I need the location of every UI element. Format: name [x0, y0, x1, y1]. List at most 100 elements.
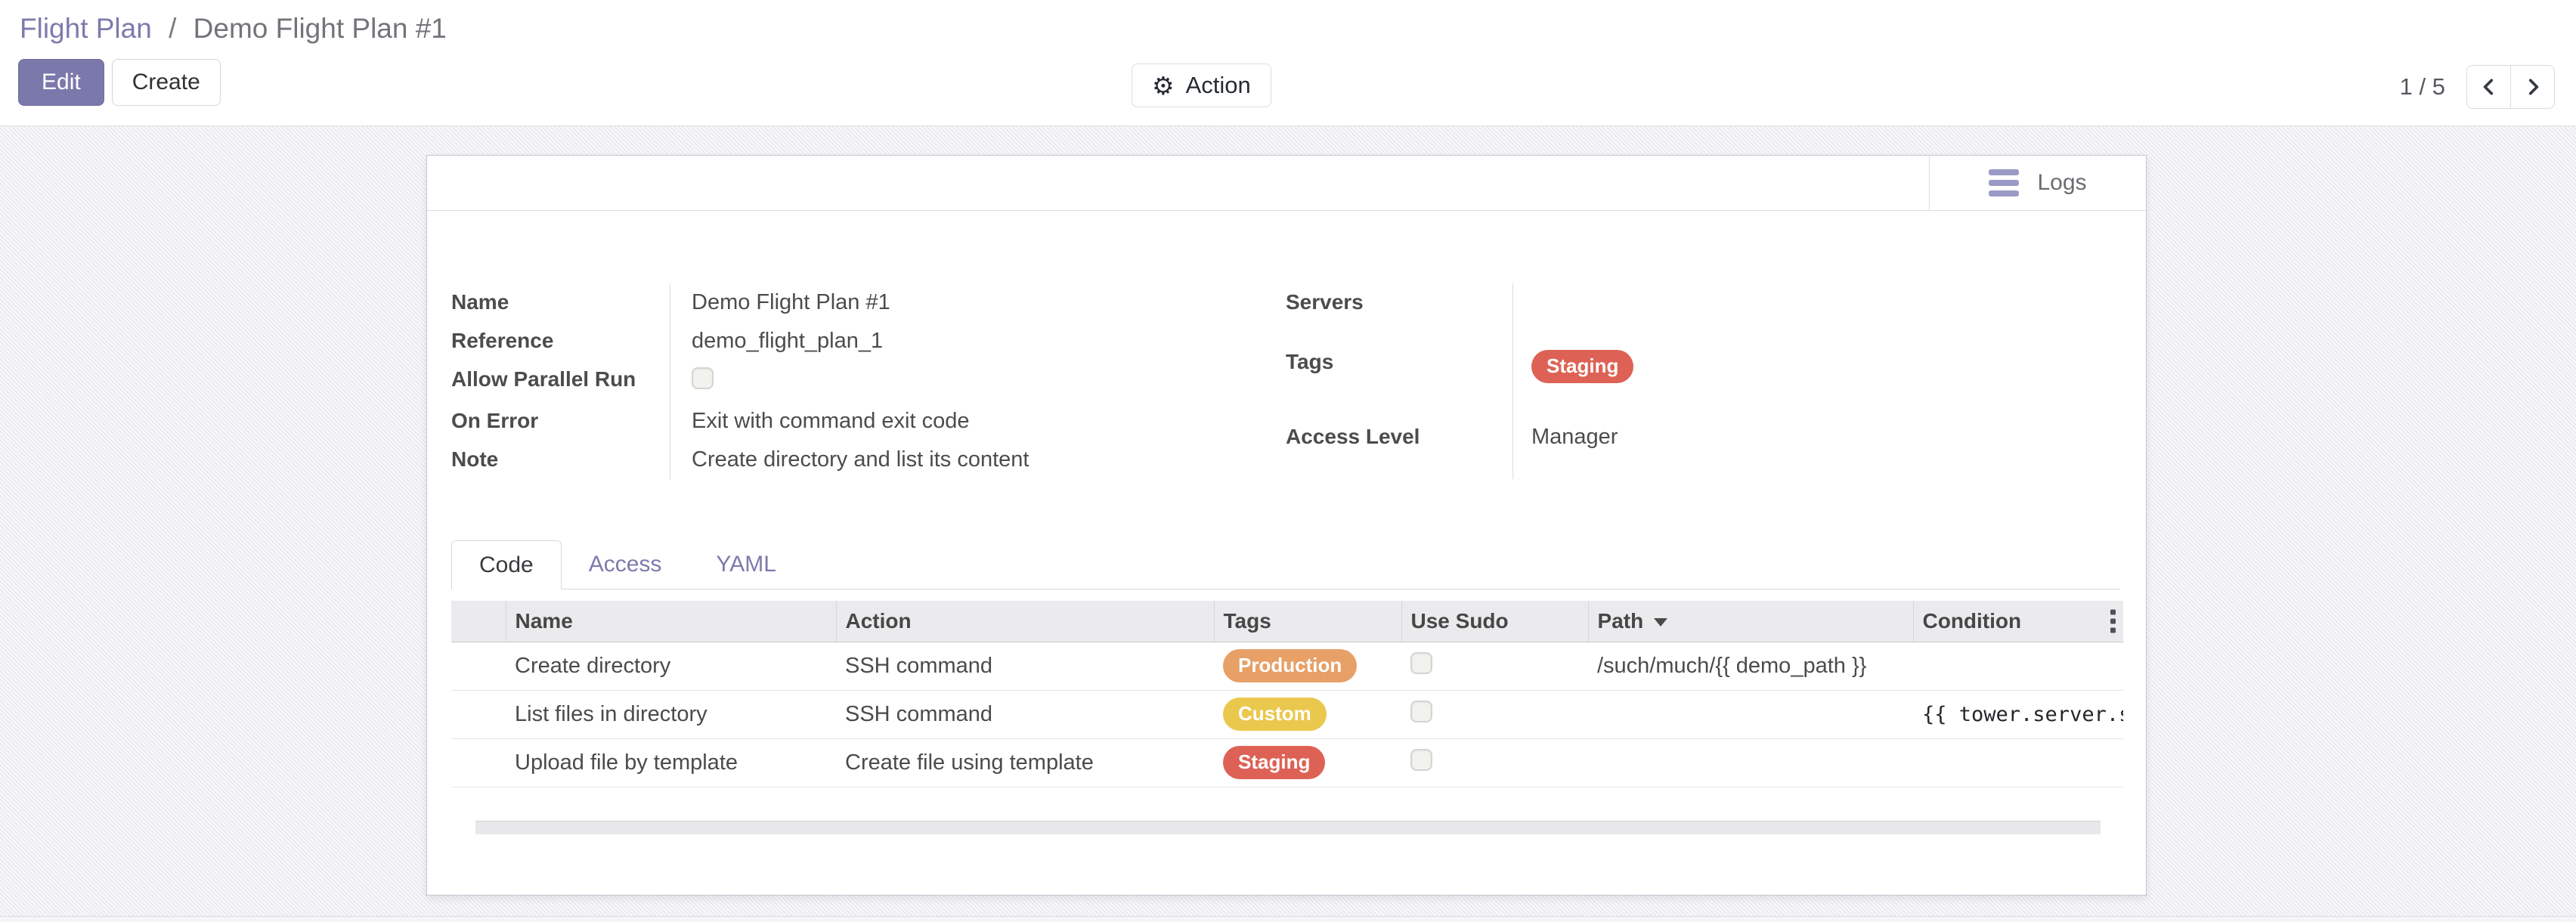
column-header-handle [451, 601, 506, 642]
steps-table: Name Action Tags Use Sudo Path Condition [451, 601, 2123, 834]
field-label-servers: Servers [1286, 290, 1364, 314]
field-label-reference: Reference [451, 329, 554, 352]
cell-condition [1913, 642, 2123, 691]
form-right-column: Servers Tags Staging Access Level Manage… [1286, 283, 2120, 479]
cell-name: Create directory [506, 642, 836, 691]
pager-value[interactable]: 1 / 5 [2399, 73, 2445, 100]
chevron-right-icon [2523, 77, 2543, 97]
field-label-allow-parallel-run: Allow Parallel Run [451, 367, 636, 391]
control-panel-buttons: Edit Create [18, 59, 221, 106]
form-sheet: Logs Name Demo Flight Plan #1 Reference … [426, 155, 2147, 896]
logs-button-label: Logs [2037, 170, 2087, 195]
optional-columns-icon[interactable] [2110, 609, 2116, 633]
field-row-reference: Reference demo_flight_plan_1 [451, 322, 1286, 360]
pager-next-button[interactable] [2510, 66, 2554, 108]
field-value-allow-parallel-run [670, 360, 1286, 402]
use-sudo-checkbox [1410, 651, 1432, 674]
cell-name: List files in directory [506, 690, 836, 739]
field-row-note: Note Create directory and list its conte… [451, 441, 1286, 479]
bars-icon [1989, 169, 2020, 196]
field-label-note: Note [451, 447, 499, 471]
breadcrumb-separator: / [169, 13, 177, 44]
field-label-on-error: On Error [451, 409, 539, 432]
sort-desc-icon [1654, 617, 1668, 627]
cell-handle [451, 690, 506, 739]
cell-use-sudo [1401, 642, 1588, 691]
allow-parallel-run-checkbox [692, 367, 714, 389]
cell-path: /such/much/{{ demo_path }} [1588, 642, 1913, 691]
breadcrumb: Flight Plan / Demo Flight Plan #1 [20, 12, 447, 45]
field-value-tags: Staging [1512, 343, 2120, 418]
field-row-on-error: On Error Exit with command exit code [451, 402, 1286, 441]
cell-handle [451, 642, 506, 691]
tag-badge-staging: Staging [1531, 350, 1634, 384]
notebook-tabs: Code Access YAML [451, 540, 2120, 589]
tag-badge-production: Production [1223, 649, 1358, 682]
cell-tags: Production [1214, 642, 1401, 691]
field-value-note: Create directory and list its content [670, 441, 1286, 479]
field-label-access-level: Access Level [1286, 424, 1420, 448]
field-row-servers: Servers [1286, 283, 2120, 344]
cell-action: SSH command [836, 690, 1214, 739]
form-left-column: Name Demo Flight Plan #1 Reference demo_… [451, 283, 1286, 479]
tab-access[interactable]: Access [588, 552, 662, 577]
column-header-use-sudo[interactable]: Use Sudo [1401, 601, 1589, 642]
table-row[interactable]: Upload file by template Create file usin… [451, 738, 2123, 787]
pager: 1 / 5 [2400, 65, 2555, 109]
breadcrumb-current: Demo Flight Plan #1 [193, 13, 447, 44]
tab-yaml[interactable]: YAML [716, 552, 776, 577]
horizontal-scrollbar[interactable] [475, 820, 2101, 834]
table-header-row: Name Action Tags Use Sudo Path Condition [451, 601, 2123, 642]
tag-badge-staging: Staging [1223, 746, 1326, 779]
breadcrumb-parent-link[interactable]: Flight Plan [20, 13, 152, 44]
field-value-reference: demo_flight_plan_1 [670, 322, 1286, 360]
gear-icon: ⚙ [1152, 70, 1175, 101]
field-row-allow-parallel-run: Allow Parallel Run [451, 360, 1286, 402]
column-header-condition-label: Condition [1922, 608, 2022, 633]
button-box: Logs [427, 156, 2146, 211]
logs-button[interactable]: Logs [1929, 156, 2146, 210]
cell-handle [451, 738, 506, 787]
cell-path [1588, 690, 1913, 739]
cell-path [1588, 738, 1913, 787]
cell-tags: Custom [1214, 690, 1401, 739]
column-header-condition[interactable]: Condition [1913, 601, 2123, 642]
field-value-name: Demo Flight Plan #1 [670, 283, 1286, 322]
pager-previous-button[interactable] [2467, 66, 2510, 108]
column-header-path[interactable]: Path [1588, 601, 1914, 642]
tab-code[interactable]: Code [451, 540, 562, 589]
cell-tags: Staging [1214, 738, 1401, 787]
cell-condition [1913, 738, 2123, 787]
column-header-name[interactable]: Name [506, 601, 837, 642]
bottom-strip [0, 916, 2576, 922]
cell-use-sudo [1401, 738, 1588, 787]
chevron-left-icon [2479, 77, 2499, 97]
use-sudo-checkbox [1410, 748, 1432, 771]
column-header-tags[interactable]: Tags [1214, 601, 1402, 642]
cell-name: Upload file by template [506, 738, 836, 787]
edit-button[interactable]: Edit [18, 59, 104, 106]
table-row[interactable]: Create directory SSH command Production … [451, 642, 2123, 691]
cell-use-sudo [1401, 690, 1588, 739]
action-button-label: Action [1185, 72, 1251, 98]
pager-buttons [2466, 65, 2555, 109]
field-row-access-level: Access Level Manager [1286, 417, 2120, 479]
tag-badge-custom: Custom [1223, 698, 1327, 731]
create-button[interactable]: Create [111, 59, 221, 106]
cell-action: Create file using template [836, 738, 1214, 787]
action-button[interactable]: ⚙ Action [1132, 63, 1271, 107]
column-header-path-label: Path [1597, 608, 1644, 633]
field-label-name: Name [451, 290, 509, 314]
field-label-tags: Tags [1286, 350, 1334, 374]
form-fields: Name Demo Flight Plan #1 Reference demo_… [427, 211, 2146, 479]
use-sudo-checkbox [1410, 700, 1432, 722]
field-row-name: Name Demo Flight Plan #1 [451, 283, 1286, 322]
table-row[interactable]: List files in directory SSH command Cust… [451, 690, 2123, 739]
column-header-action[interactable]: Action [836, 601, 1215, 642]
field-row-tags: Tags Staging [1286, 343, 2120, 418]
field-value-on-error: Exit with command exit code [670, 402, 1286, 441]
control-panel: Flight Plan / Demo Flight Plan #1 Edit C… [0, 0, 2576, 126]
field-value-servers [1512, 283, 2120, 344]
cell-action: SSH command [836, 642, 1214, 691]
